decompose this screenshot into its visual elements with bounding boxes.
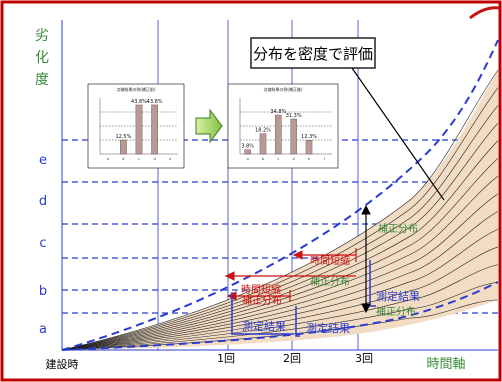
red-correction-label: 補正分布 xyxy=(242,294,282,307)
x-tick-3: 3回 xyxy=(355,352,373,365)
deterioration-curve xyxy=(61,264,499,351)
grade-label-e: e xyxy=(39,153,47,168)
deterioration-curve xyxy=(61,87,499,351)
bar-label: 43.8% xyxy=(131,99,147,105)
category-label: d xyxy=(153,157,155,161)
correction-label-3: 補正分布 xyxy=(376,305,416,318)
x-tick-1: 1回 xyxy=(217,352,235,365)
deterioration-curve xyxy=(61,282,499,351)
time-shortening-label-1: 時間短縮 xyxy=(310,254,350,267)
spread-arrow xyxy=(361,204,371,314)
deterioration-curve xyxy=(61,105,499,351)
measurement-brackets xyxy=(231,260,376,337)
grade-label-c: c xyxy=(39,236,46,251)
measurement-label-1: 測定結果 xyxy=(242,319,286,333)
x-axis-title: 時間軸 xyxy=(426,357,465,372)
category-label: d xyxy=(293,157,295,161)
x-tick-2: 2回 xyxy=(283,352,301,365)
upper-envelope xyxy=(61,39,499,351)
y-axis-title-1: 劣 xyxy=(35,28,49,44)
category-label: a xyxy=(247,157,249,161)
category-label: c xyxy=(138,157,140,161)
bar xyxy=(120,139,127,155)
correction-label-1: 補正分布 xyxy=(378,222,418,235)
bar xyxy=(151,104,158,155)
bar-label: 18.2% xyxy=(255,128,271,134)
deterioration-curve xyxy=(61,211,499,351)
title-pointer xyxy=(351,67,445,201)
category-label: c xyxy=(277,157,279,161)
y-axis-title-3: 度 xyxy=(35,72,49,88)
measurement-label-3: 測定結果 xyxy=(376,289,420,303)
inset-chart-before-bars: a 12.5% b 43.8% c 43.8% d e xyxy=(99,98,178,161)
bar-label: 34.8% xyxy=(270,109,286,115)
category-label: f xyxy=(324,157,326,161)
correction-label-2: 補正分布 xyxy=(310,275,350,288)
category-label: b xyxy=(262,157,265,161)
bar xyxy=(244,149,251,155)
inset-chart-after-title: 点検結果の例(補正後) xyxy=(263,86,303,92)
deterioration-curve xyxy=(61,158,499,351)
category-label: e xyxy=(308,157,310,161)
red-arrows xyxy=(224,248,357,302)
bar-label: 3.8% xyxy=(241,144,254,150)
bar-label: 12.3% xyxy=(301,134,317,140)
deterioration-curve xyxy=(61,193,499,351)
category-label: a xyxy=(107,157,109,161)
x-origin-label: 建設時 xyxy=(46,357,79,371)
transform-arrow xyxy=(195,108,223,144)
category-label: b xyxy=(122,157,125,161)
title-box xyxy=(250,37,376,69)
category-label: e xyxy=(169,157,171,161)
bar xyxy=(290,118,297,155)
bar xyxy=(259,133,267,155)
inset-chart-after: 点検結果の例(補正後) 3.8% a 18.2% b 34.8% c 31.3% d 12.3%… xyxy=(227,83,339,169)
grade-label-b: b xyxy=(39,284,47,299)
bar xyxy=(305,140,313,155)
bar-label: 31.3% xyxy=(286,113,302,119)
inset-chart-after-bars: 3.8% a 18.2% b 34.8% c 31.3% d 12.3% e f xyxy=(239,98,332,161)
deterioration-curve xyxy=(61,140,499,351)
grade-label-a: a xyxy=(39,322,47,337)
bar xyxy=(135,104,143,155)
lower-envelope xyxy=(61,281,499,351)
deterioration-curves xyxy=(61,69,499,351)
grade-label-d: d xyxy=(39,194,47,209)
deterioration-curve xyxy=(61,228,499,351)
inset-chart-before-title: 点検結果の例(補正前) xyxy=(116,86,156,92)
bar-label: 12.5% xyxy=(115,134,131,140)
deterioration-band xyxy=(62,70,498,350)
measurement-label-2: 測定結果 xyxy=(306,321,350,335)
deterioration-curve xyxy=(61,175,499,351)
inset-chart-before: 点検結果の例(補正前) a 12.5% b 43.8% c 43.8% d e xyxy=(87,83,185,169)
bar-label: 43.8% xyxy=(147,99,163,105)
deterioration-curve xyxy=(61,69,499,351)
deterioration-curve xyxy=(61,122,499,351)
title-box-text: 分布を密度で評価 xyxy=(253,45,373,63)
y-axis-title-2: 化 xyxy=(35,50,49,66)
corner-arrow xyxy=(469,6,501,20)
time-shortening-label-2: 時間短縮 xyxy=(241,283,281,296)
bar xyxy=(275,114,282,155)
